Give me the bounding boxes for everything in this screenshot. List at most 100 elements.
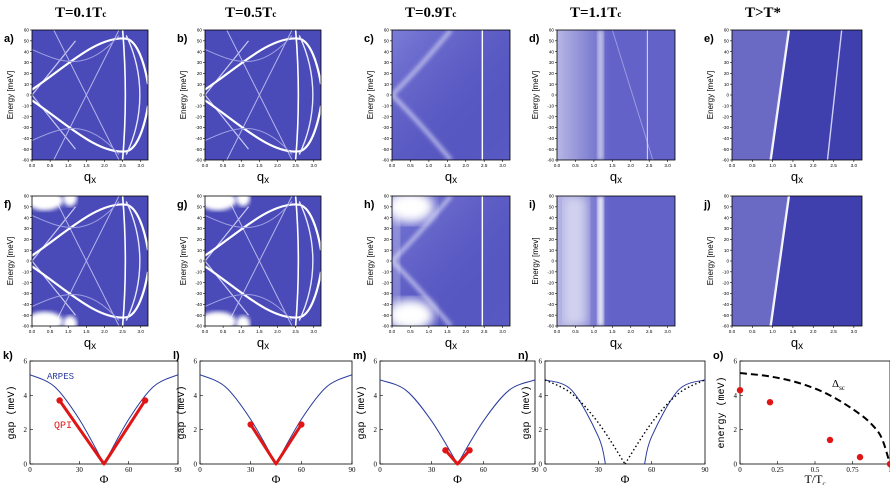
- y-tick-label: -10: [547, 269, 554, 274]
- y-tick-label: -10: [195, 269, 202, 274]
- x-tick-label: 1.5: [790, 163, 797, 168]
- panel-label: n): [518, 350, 529, 362]
- x-axis-label: qx: [610, 335, 622, 352]
- x-axis-label: qx: [610, 169, 622, 186]
- y-tick-label: 0: [551, 93, 554, 98]
- y-tick-label: 10: [724, 82, 730, 87]
- dispersion-line: [769, 30, 791, 160]
- y-tick-label: -40: [22, 302, 29, 307]
- x-tick-label: 1: [888, 466, 890, 474]
- y-tick-label: -10: [22, 269, 29, 274]
- x-tick-label: 1.5: [444, 329, 451, 334]
- x-tick-label: 0.5: [47, 329, 54, 334]
- plot-frame: [199, 360, 353, 465]
- y-tick-label: 40: [549, 49, 555, 54]
- y-tick-label: 40: [384, 215, 390, 220]
- arpes-curve: [103, 374, 179, 465]
- y-axis-label: Energy [meV]: [6, 71, 15, 119]
- y-tick-label: 20: [24, 237, 30, 242]
- y-tick-label: 6: [194, 358, 198, 366]
- y-tick-label: -20: [382, 114, 389, 119]
- column-title-3: T=0.9Tc: [405, 5, 456, 21]
- y-axis-label: energy (meV): [716, 376, 728, 448]
- plot-frame: [739, 360, 890, 465]
- panel-label: i): [529, 199, 536, 211]
- x-tick-label: 1.5: [83, 329, 90, 334]
- y-tick-label: -60: [547, 324, 554, 329]
- heatmap-panel-c: -60 -50 -40 -30 -20 -10 0 10 20 30 40 50 60 0.0 0.5 1.0…: [364, 28, 511, 186]
- bright-blob: [205, 196, 237, 211]
- y-tick-label: 30: [549, 226, 555, 231]
- panel-label: c): [364, 33, 374, 45]
- x-tick-label: 0.0: [29, 329, 36, 334]
- x-tick-label: 3.0: [138, 329, 145, 334]
- y-axis-label: Energy [meV]: [706, 237, 715, 285]
- x-tick-label: 1.5: [609, 329, 616, 334]
- y-tick-label: 6: [734, 358, 738, 366]
- x-tick-label: 60: [125, 466, 133, 474]
- bright-blob: [392, 196, 435, 223]
- panel-label: d): [529, 33, 540, 45]
- x-tick-label: 0.0: [729, 163, 736, 168]
- y-tick-label: 0: [194, 461, 198, 469]
- qpi-label: QPI: [54, 421, 72, 432]
- bright-arc: [32, 265, 148, 319]
- y-tick-label: 10: [24, 82, 30, 87]
- y-tick-label: -50: [195, 313, 202, 318]
- y-tick-label: 10: [197, 248, 203, 253]
- dispersion-line: [226, 30, 293, 160]
- y-tick-label: -40: [382, 136, 389, 141]
- panel-label: h): [364, 199, 375, 211]
- x-tick-label: 1.0: [426, 329, 433, 334]
- dispersion-line: [205, 206, 249, 262]
- y-tick-label: 60: [24, 194, 30, 199]
- heatmap-panel-h: -60 -50 -40 -30 -20 -10 0 10 20 30 40 50 60 0.0 0.5 1.0…: [364, 194, 511, 352]
- y-tick-label: 10: [197, 82, 203, 87]
- x-axis-label: Φ: [621, 472, 630, 485]
- y-tick-label: -60: [547, 158, 554, 163]
- arpes-curve: [29, 374, 105, 465]
- y-tick-label: -10: [722, 269, 729, 274]
- qpi-point: [56, 397, 63, 404]
- y-tick-label: 20: [549, 237, 555, 242]
- y-tick-label: -50: [22, 147, 29, 152]
- bright-band: [393, 196, 400, 326]
- y-tick-label: 0: [386, 259, 389, 264]
- qpi-point: [886, 460, 890, 468]
- y-tick-label: 60: [197, 194, 203, 199]
- x-tick-label: 3.0: [311, 163, 318, 168]
- arpes-curve: [644, 379, 706, 465]
- y-tick-label: -20: [547, 280, 554, 285]
- qpi-point: [442, 447, 449, 454]
- heatmap-background: [205, 196, 321, 326]
- line-panel-o: 0 2 4 6 0 0.25 0.5 0.75 1 Δsc energy (meV) T/Tc o): [713, 350, 890, 485]
- y-tick-label: 20: [549, 71, 555, 76]
- y-tick-label: -30: [22, 291, 29, 296]
- heatmap-background: [732, 196, 862, 326]
- y-axis-label: Energy [meV]: [179, 71, 188, 119]
- y-axis-label: Energy [meV]: [531, 71, 540, 119]
- dispersion-line: [205, 40, 249, 96]
- x-tick-label: 90: [349, 466, 357, 474]
- y-tick-label: 50: [724, 38, 730, 43]
- dispersion-line: [32, 293, 120, 321]
- x-tick-label: 2.0: [810, 163, 817, 168]
- y-tick-label: -10: [382, 269, 389, 274]
- y-tick-label: -50: [722, 147, 729, 152]
- dispersion-line: [32, 94, 76, 150]
- column-title-4: T=1.1Tc: [570, 5, 621, 21]
- plot-frame: [544, 360, 706, 465]
- x-axis-label: Φ: [453, 472, 462, 485]
- heatmap-panel-e: -60 -50 -40 -30 -20 -10 0 10 20 30 40 50 60 0.0 0.5 1.0…: [704, 28, 863, 186]
- y-tick-label: 2: [374, 426, 378, 434]
- bright-blob: [32, 311, 64, 326]
- bright-arc: [125, 35, 141, 155]
- y-tick-label: -40: [195, 136, 202, 141]
- x-axis-label: qx: [445, 169, 457, 186]
- x-tick-label: 0.0: [389, 163, 396, 168]
- x-axis-label: qx: [791, 335, 803, 352]
- y-tick-label: -20: [22, 114, 29, 119]
- x-tick-label: 1.5: [444, 163, 451, 168]
- y-tick-label: -40: [722, 302, 729, 307]
